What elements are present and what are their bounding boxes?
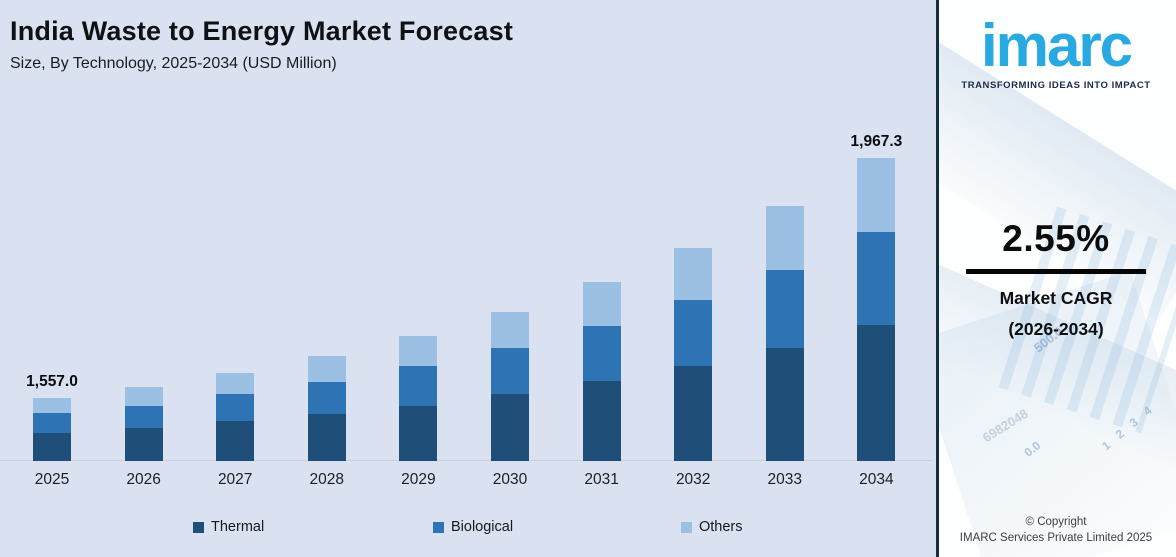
bar-2026[interactable]	[124, 387, 163, 461]
x-axis-label-2029: 2029	[401, 471, 436, 488]
segment-biological-2031[interactable]	[582, 326, 621, 381]
watermark-number: 6982048	[979, 405, 1031, 446]
bar-2028[interactable]	[307, 356, 346, 461]
bar-2029[interactable]	[399, 336, 438, 461]
imarc-logo-text: imarc	[980, 12, 1133, 79]
copyright-line2: IMARC Services Private Limited 2025	[959, 532, 1153, 545]
bar-total-label-2025: 1,557.0	[26, 373, 78, 390]
imarc-logo: imarc TRANSFORMING IDEAS INTO IMPACT	[936, 12, 1176, 92]
x-axis-label-2028: 2028	[309, 471, 345, 488]
legend-label: Thermal	[211, 519, 265, 535]
segment-others-2025[interactable]	[33, 398, 71, 413]
brand-panel: 500.0 0.0 1 2 3 4 6982048 imarc TRANSFOR…	[936, 0, 1176, 557]
segment-thermal-2025[interactable]	[33, 433, 71, 461]
segment-thermal-2028[interactable]	[307, 414, 346, 461]
x-axis-label-2031: 2031	[584, 471, 619, 488]
chart-header: India Waste to Energy Market Forecast Si…	[10, 16, 513, 73]
segment-others-2027[interactable]	[216, 373, 255, 394]
segment-biological-2034[interactable]	[857, 232, 896, 325]
cagr-stat: 2.55% Market CAGR (2026-2034)	[936, 218, 1176, 340]
segment-others-2026[interactable]	[124, 387, 163, 406]
segment-biological-2028[interactable]	[307, 382, 346, 414]
segment-biological-2026[interactable]	[124, 406, 163, 428]
panel-left-accent	[936, 0, 939, 557]
plot-area: 1,557.0 2025 2026 2027 2028 2029 2030 2031 2032 2…	[0, 133, 932, 488]
bar-2033[interactable]	[765, 206, 804, 461]
legend-item-thermal[interactable]: Thermal	[193, 519, 264, 535]
imarc-tagline: TRANSFORMING IDEAS INTO IMPACT	[961, 80, 1151, 91]
segment-others-2033[interactable]	[765, 206, 804, 270]
chart-subtitle: Size, By Technology, 2025-2034 (USD Mill…	[10, 55, 337, 72]
cagr-period: (2026-2034)	[1008, 319, 1104, 339]
segment-thermal-2032[interactable]	[674, 366, 713, 461]
segment-others-2032[interactable]	[674, 248, 713, 300]
bar-2025[interactable]: 1,557.0	[26, 373, 78, 461]
segment-biological-2030[interactable]	[491, 348, 529, 394]
x-axis-label-2030: 2030	[492, 471, 528, 488]
cagr-label: Market CAGR	[999, 288, 1113, 308]
bar-2027[interactable]	[216, 373, 255, 461]
legend-item-others[interactable]: Others	[681, 519, 743, 535]
segment-thermal-2027[interactable]	[216, 421, 255, 461]
x-axis-line	[0, 460, 932, 461]
segment-others-2029[interactable]	[399, 336, 438, 366]
watermark-number: 1 2 3 4	[1099, 400, 1158, 454]
legend-swatch-icon	[433, 521, 444, 533]
x-axis-label-2034: 2034	[859, 471, 894, 488]
segment-thermal-2030[interactable]	[491, 394, 529, 461]
x-axis-label-2026: 2026	[126, 471, 161, 488]
legend-swatch-icon	[193, 521, 204, 533]
segment-others-2030[interactable]	[491, 312, 529, 348]
chart-title: India Waste to Energy Market Forecast	[10, 16, 514, 46]
bar-2030[interactable]	[491, 312, 529, 461]
x-axis-label-2027: 2027	[217, 471, 253, 488]
copyright: © Copyright IMARC Services Private Limit…	[936, 514, 1176, 547]
x-axis-label-2025: 2025	[34, 471, 70, 488]
segment-others-2028[interactable]	[307, 356, 346, 382]
copyright-line1: © Copyright	[1025, 515, 1087, 528]
bar-total-label-2034: 1,967.3	[850, 133, 903, 150]
segment-thermal-2033[interactable]	[765, 348, 804, 461]
segment-thermal-2031[interactable]	[582, 381, 621, 461]
legend-label: Others	[699, 519, 743, 535]
segment-biological-2032[interactable]	[674, 300, 713, 366]
legend-label: Biological	[451, 519, 514, 535]
cagr-value: 2.55%	[1002, 218, 1110, 259]
segment-biological-2027[interactable]	[216, 394, 255, 421]
legend-item-biological[interactable]: Biological	[433, 519, 513, 535]
segment-others-2031[interactable]	[582, 282, 621, 326]
segment-biological-2033[interactable]	[765, 270, 804, 348]
chart-region: India Waste to Energy Market Forecast Si…	[0, 16, 936, 543]
segment-biological-2025[interactable]	[33, 413, 71, 433]
x-axis-label-2032: 2032	[675, 471, 711, 488]
segment-others-2034[interactable]	[857, 158, 896, 232]
watermark-number: 0.0	[1021, 438, 1044, 460]
legend: Thermal Biological Others	[0, 519, 936, 543]
segment-thermal-2034[interactable]	[857, 325, 896, 461]
segment-thermal-2026[interactable]	[124, 428, 163, 461]
segment-biological-2029[interactable]	[399, 366, 438, 406]
x-axis-label-2033: 2033	[767, 471, 803, 488]
bar-2031[interactable]	[582, 282, 621, 461]
bar-2034[interactable]: 1,967.3	[851, 133, 902, 461]
cagr-underline	[966, 269, 1146, 274]
legend-swatch-icon	[681, 521, 692, 533]
segment-thermal-2029[interactable]	[399, 406, 438, 461]
bar-2032[interactable]	[674, 248, 713, 461]
